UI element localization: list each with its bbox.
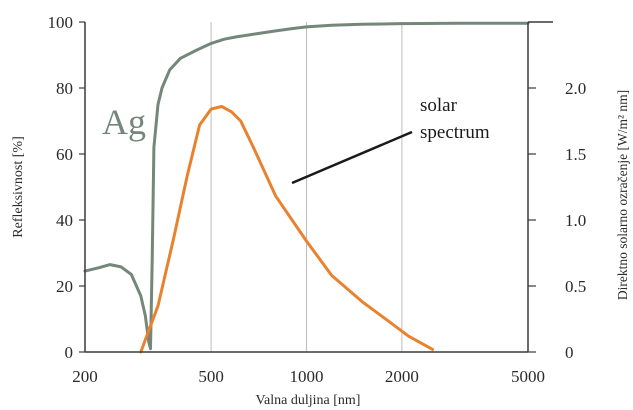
y-left-tick-label-40: 40 <box>56 211 73 230</box>
y-right-tick-label-2: 1.0 <box>565 211 586 230</box>
solar-spectrum-line <box>139 105 435 354</box>
x-tick-label-5000: 5000 <box>511 367 545 386</box>
y-right-tick-label-3: 1.5 <box>565 145 586 164</box>
y-left-tick-label-80: 80 <box>56 79 73 98</box>
x-tick-label-500: 500 <box>198 367 224 386</box>
grid-layer <box>210 22 403 352</box>
ag-reflectivity-line <box>83 21 530 351</box>
y-right-tick-label-4: 2.0 <box>565 79 586 98</box>
y-left-tick-label-20: 20 <box>56 277 73 296</box>
x-tick-label-2000: 2000 <box>385 367 419 386</box>
tick-layer: 200 500 1000 2000 500002040608010000.51.01.5… <box>48 13 587 386</box>
y-left-tick-label-60: 60 <box>56 145 73 164</box>
solar-spectrum-label-line1: solar <box>420 95 458 116</box>
y-axis-title-right: Direktno solarno ozračenje [W/m² nm] <box>615 90 630 300</box>
y-left-tick-label-100: 100 <box>48 13 74 32</box>
y-right-tick-label-1: 0.5 <box>565 277 586 296</box>
y-right-tick-label-0: 0 <box>565 343 574 362</box>
ag-series-label: Ag <box>102 102 146 142</box>
x-axis-title: Valna duljina [nm] <box>256 393 361 408</box>
y-left-tick-label-0: 0 <box>65 343 74 362</box>
y-axis-title-left: Refleksivnost [%] <box>11 136 26 237</box>
solar-spectrum-label-line2: spectrum <box>420 122 490 143</box>
solar-spectrum-pointer-line <box>291 130 413 185</box>
x-tick-label-1000: 1000 <box>290 367 324 386</box>
series-layer <box>83 21 530 354</box>
x-tick-label-200: 200 <box>72 367 98 386</box>
frame-layer <box>84 21 553 353</box>
